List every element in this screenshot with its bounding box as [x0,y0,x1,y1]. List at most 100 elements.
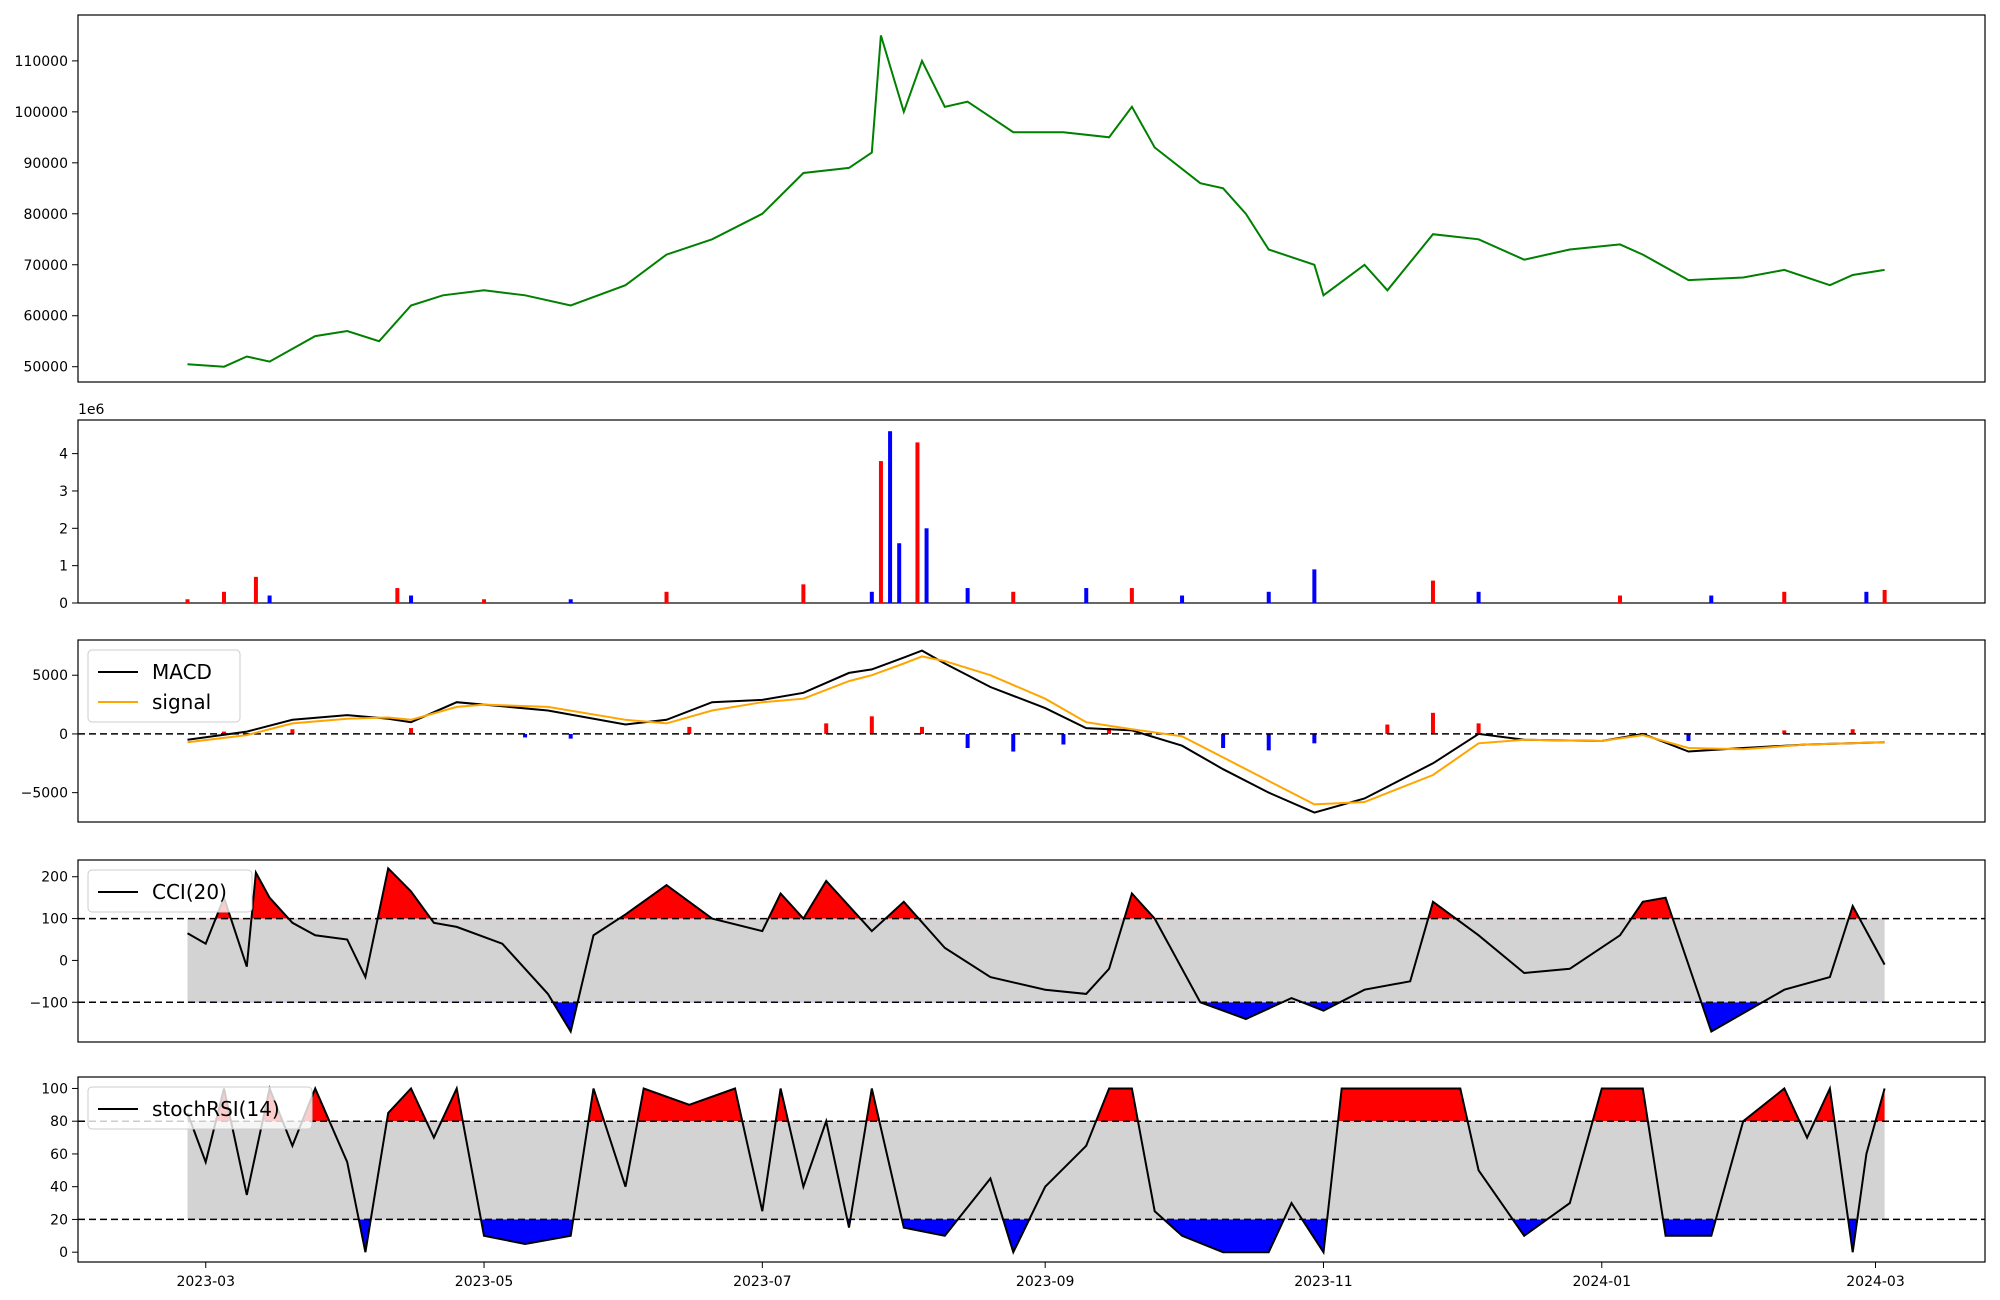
stochrsi-panel: 0 20 40 60 80 100 stochRSI(14) [41,1076,1986,1263]
x-tick-label: 2023-09 [1016,1274,1075,1290]
volume-bar [1266,591,1271,603]
volume-panel: 0 1 2 3 4 1e6 [59,402,1986,612]
legend-label: signal [152,690,211,714]
y-tick-label: 90000 [23,156,68,172]
panel-frame [77,639,1986,823]
volume-bar [878,461,883,603]
volume-bar [869,591,874,603]
date-axis: 2023-03 2023-05 2023-07 2023-09 2023-11 2024-… [176,1262,1905,1290]
macd-histogram-bar [1476,723,1481,734]
y-tick-label: 110000 [15,54,68,70]
x-tick-label: 2023-11 [1294,1274,1353,1290]
stochrsi-oversold-fill [358,1219,1858,1253]
volume-bar [1864,591,1869,603]
x-tick-label: 2023-07 [733,1274,792,1290]
y-tick-label: 4 [59,447,68,463]
y-tick-label: 70000 [23,258,68,274]
macd-histogram-bar [409,728,414,734]
y-tick-label: 0 [59,596,68,612]
volume-bar [1882,589,1887,603]
volume-bar [924,528,929,603]
legend-label: CCI(20) [152,880,227,904]
y-tick-label: 1 [59,559,68,575]
volume-exponent-label: 1e6 [78,402,105,418]
x-tick-label: 2024-01 [1573,1274,1632,1290]
y-tick-label: 3 [59,484,68,500]
macd-histogram-bar [221,731,226,734]
cci-panel: −100 0 100 200 CCI(20) [30,859,1986,1043]
y-tick-label: −100 [30,995,68,1011]
x-tick-label: 2023-03 [176,1274,235,1290]
y-tick-label: 100000 [15,105,68,121]
cci-line [187,866,1886,1035]
macd-histogram-bar [568,733,573,739]
volume-bar [1476,591,1481,603]
macd-histogram-bar [1385,724,1390,734]
macd-histogram-bar [1061,733,1066,745]
volume-bar [482,599,487,603]
y-tick-label: 80 [50,1114,68,1130]
volume-bar [1782,591,1787,603]
macd-histogram-bar [965,733,970,749]
volume-bar [1618,595,1623,603]
macd-panel: −5000 0 5000 MACD signal [21,639,1986,823]
legend-label: MACD [152,660,212,684]
cci-overbought-fill [215,868,1860,919]
stochrsi-overbought-fill [187,1088,1885,1122]
y-tick-label: 20 [50,1212,68,1228]
volume-bar [888,431,893,603]
y-tick-label: 40 [50,1180,68,1196]
panel-frame [77,14,1986,383]
stochrsi-band-fill [187,1121,1885,1220]
macd-histogram-bar [1312,733,1317,744]
volume-bar [1180,595,1185,603]
y-tick-label: 60000 [23,309,68,325]
macd-histogram-bar [869,716,874,734]
price-panel: 50000 60000 70000 80000 90000 100000 110000 [15,14,1986,383]
y-tick-label: 100 [41,1081,68,1097]
y-tick-label: 200 [41,870,68,886]
volume-bar [185,599,190,603]
y-tick-label: 0 [59,953,68,969]
volume-bar [801,584,806,603]
x-tick-label: 2024-03 [1846,1274,1905,1290]
macd-series-signal [187,655,1885,806]
volume-bar [1011,591,1016,603]
macd-histogram-bar [1430,712,1435,734]
macd-series-MACD [187,649,1885,814]
y-tick-label: −5000 [21,786,68,802]
panel-frame [77,859,1986,1043]
macd-histogram-bar [687,726,692,734]
macd-histogram-bar [1011,733,1016,752]
macd-histogram-bar [1686,733,1691,741]
y-tick-label: 50000 [23,360,68,376]
volume-bar [1312,569,1317,603]
volume-bar [1709,595,1714,603]
volume-bar [253,576,258,603]
macd-histogram-bar [920,726,925,734]
volume-bar [409,595,414,603]
x-tick-label: 2023-05 [455,1274,514,1290]
macd-histogram-bar [1221,733,1226,749]
volume-bar [664,591,669,603]
y-tick-label: 80000 [23,207,68,223]
macd-histogram-bar [523,733,528,738]
legend-box [87,869,253,913]
cci-band-fill [187,918,1885,1003]
y-tick-label: 100 [41,912,68,928]
volume-bar [965,588,970,603]
volume-bar [568,599,573,603]
volume-bar [221,591,226,603]
macd-histogram-bar [824,723,829,734]
volume-bar [1129,588,1134,603]
price-line [187,35,1885,368]
panel-frame [77,419,1986,604]
volume-bar [915,442,920,603]
macd-histogram-bar [1107,728,1112,734]
panel-frame [77,1076,1986,1263]
volume-bar [897,543,902,603]
stochrsi-line [186,1085,1886,1256]
macd-histogram-bar [1266,733,1271,751]
y-tick-label: 0 [59,1245,68,1261]
